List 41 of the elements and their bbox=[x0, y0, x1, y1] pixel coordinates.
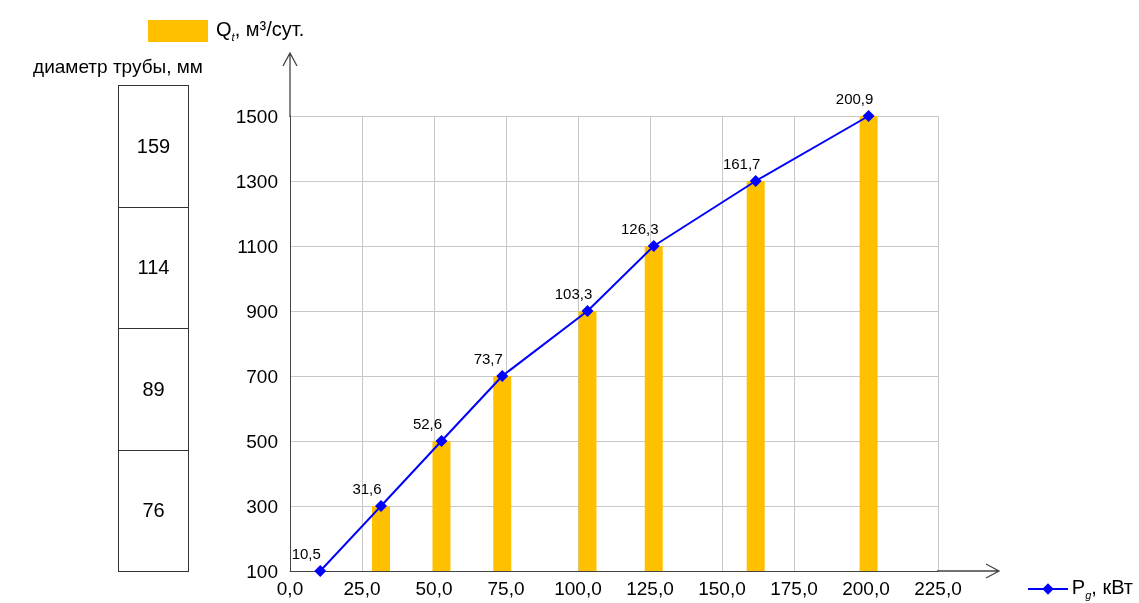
x-tick-label: 0,0 bbox=[276, 578, 304, 599]
text: диаметр трубы, мм bbox=[32, 56, 204, 78]
x-tick-label: 175,0 bbox=[770, 578, 818, 599]
annotation: 52,6 bbox=[412, 415, 443, 432]
y-tick-label: 1500 bbox=[235, 105, 278, 127]
x-tick-label: 50,0 bbox=[415, 578, 453, 599]
text: 114 bbox=[118, 206, 189, 329]
y-tick-label: 1100 bbox=[237, 235, 278, 257]
point bbox=[862, 110, 875, 122]
text: 159 bbox=[118, 85, 189, 208]
annotation: 10,5 bbox=[291, 545, 321, 562]
annotation: 31,6 bbox=[352, 480, 382, 497]
annotation: 103,3 bbox=[554, 285, 593, 302]
x-tick-label: 200,0 bbox=[842, 578, 890, 599]
point bbox=[647, 240, 660, 252]
point bbox=[435, 435, 448, 447]
annotation: 126,3 bbox=[620, 220, 659, 237]
x-tick-label: 25,0 bbox=[343, 578, 381, 599]
y-tick-label: 1300 bbox=[235, 170, 278, 192]
y-tick-label: 500 bbox=[246, 430, 278, 452]
annotation: 161,7 bbox=[722, 155, 761, 172]
y-tick-label: 900 bbox=[246, 300, 278, 322]
point bbox=[749, 175, 762, 187]
y-tick-label: 100 bbox=[246, 560, 278, 582]
x-tick-label: 225,0 bbox=[914, 578, 962, 599]
text: 89 bbox=[118, 328, 189, 451]
annotation: 200,9 bbox=[835, 90, 874, 107]
y-tick-label: 300 bbox=[246, 495, 278, 517]
x-tick-label: 125,0 bbox=[626, 578, 674, 599]
text: 76 bbox=[118, 449, 189, 572]
point bbox=[314, 565, 327, 577]
x-tick-label: 100,0 bbox=[554, 578, 602, 599]
annotation: 73,7 bbox=[473, 350, 503, 367]
point bbox=[375, 500, 388, 512]
y-tick-label: 700 bbox=[246, 365, 278, 387]
legend-label: Q$_{t}$, м³/сут. bbox=[216, 18, 305, 43]
x-tick-label: 150,0 bbox=[698, 578, 746, 599]
x-tick-label: 75,0 bbox=[487, 578, 525, 599]
point bbox=[581, 305, 594, 317]
point bbox=[496, 370, 509, 382]
legend-label: P$_{g}$, кВт bbox=[1071, 576, 1133, 601]
